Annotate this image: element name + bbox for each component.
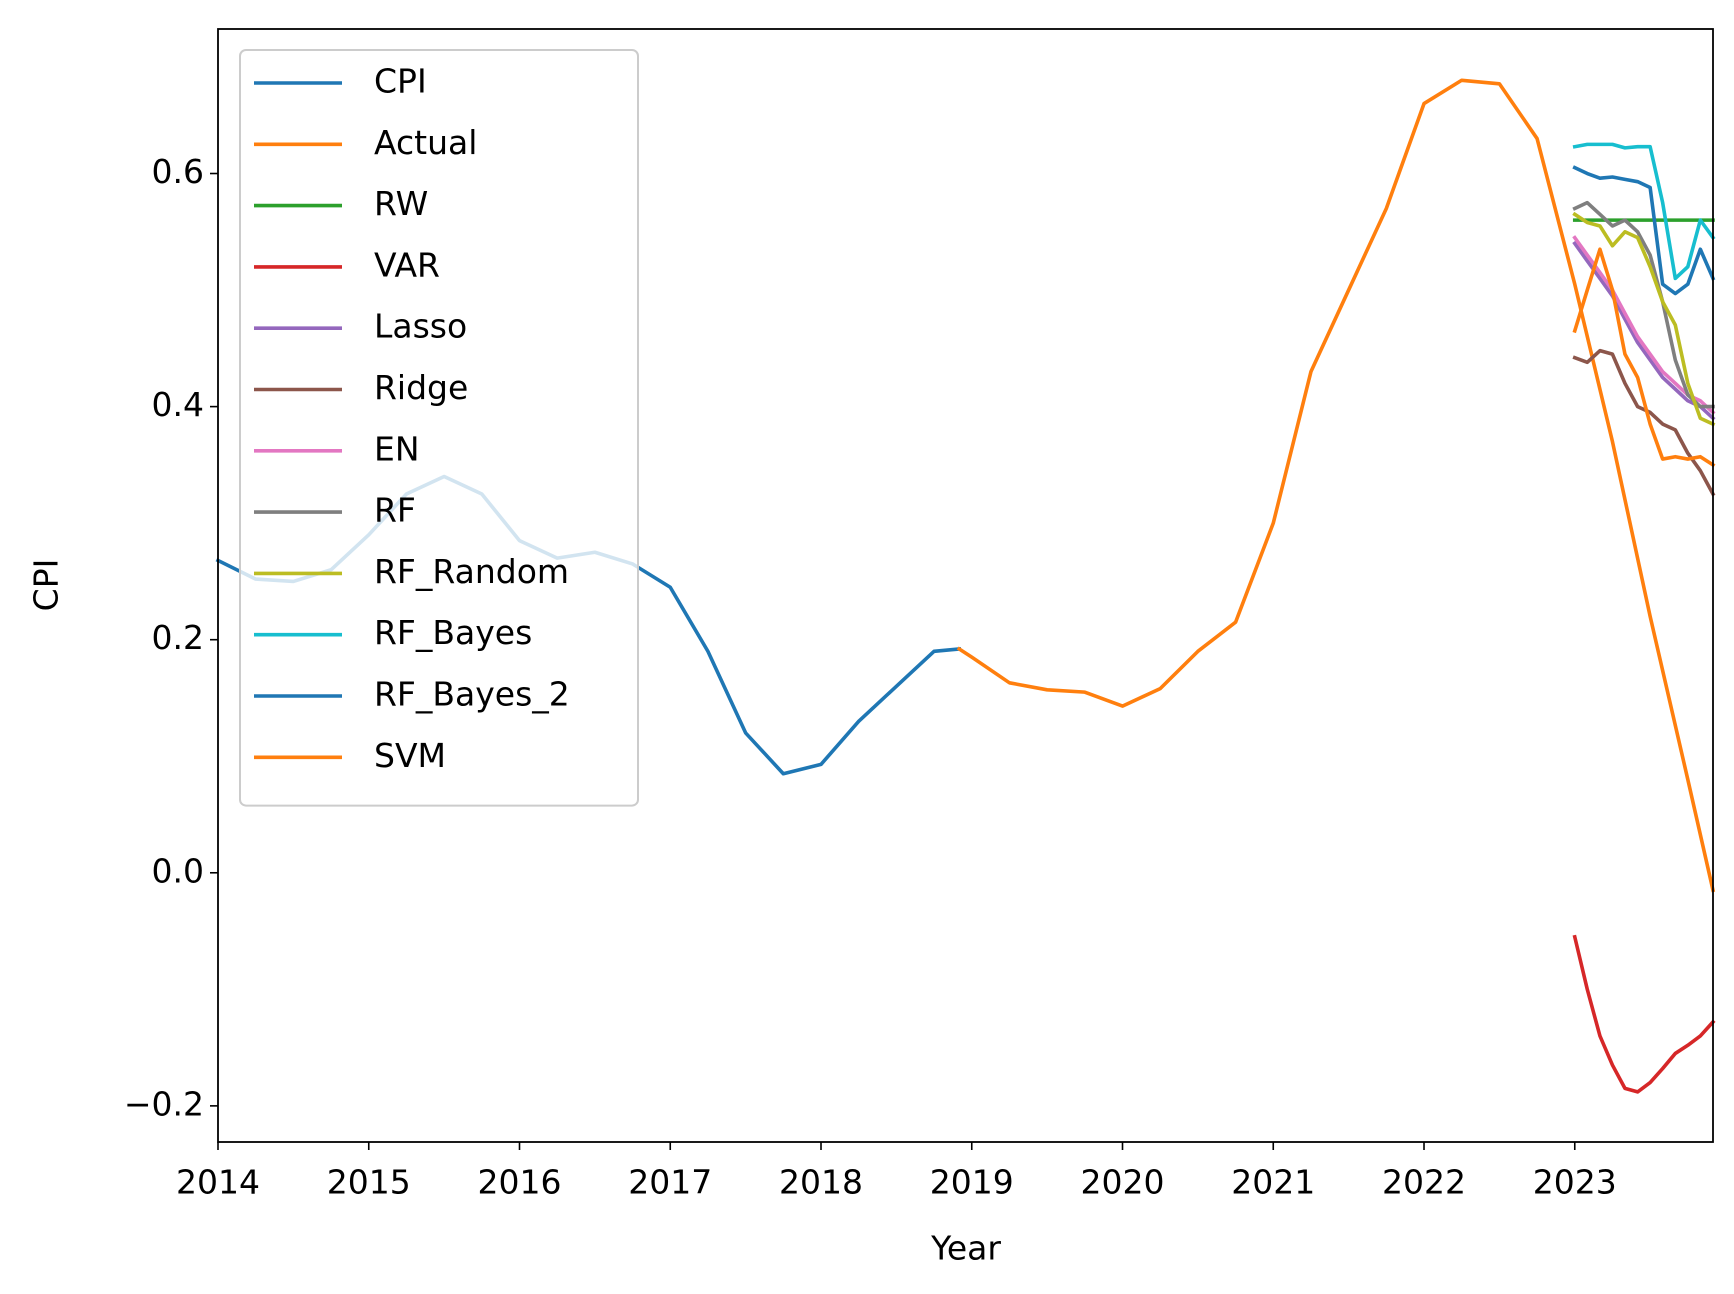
series-line <box>1572 348 1716 497</box>
legend-label: RW <box>374 184 428 223</box>
legend-label: Lasso <box>374 307 467 346</box>
x-tick-label: 2015 <box>327 1163 411 1202</box>
x-tick-label: 2021 <box>1231 1163 1315 1202</box>
legend-label: RF_Bayes_2 <box>374 675 570 714</box>
series-line <box>1572 247 1716 468</box>
legend-label: RF_Random <box>374 552 569 591</box>
y-tick-label: 0.6 <box>152 152 204 191</box>
x-tick-label: 2023 <box>1533 1163 1617 1202</box>
series-line <box>1572 200 1715 409</box>
legend-label: VAR <box>374 245 440 284</box>
y-tick-label: −0.2 <box>124 1084 204 1123</box>
y-tick-label: 0.4 <box>152 385 204 424</box>
x-tick-label: 2017 <box>628 1163 712 1202</box>
legend-label: EN <box>374 429 420 468</box>
series-line <box>1572 240 1716 421</box>
x-tick-label: 2016 <box>478 1163 562 1202</box>
x-tick-label: 2018 <box>779 1163 863 1202</box>
legend-label: RF_Bayes <box>374 613 532 652</box>
y-tick-label: 0.0 <box>152 851 204 890</box>
x-tick-label: 2022 <box>1382 1163 1466 1202</box>
series-line <box>1572 211 1716 427</box>
legend-label: RF <box>374 491 416 530</box>
legend-label: Actual <box>374 123 477 162</box>
series-line <box>1572 142 1716 281</box>
series-line <box>1572 934 1716 1094</box>
x-tick-label: 2014 <box>176 1163 260 1202</box>
y-tick-label: 0.2 <box>152 618 204 657</box>
legend-label: SVM <box>374 736 446 775</box>
plot-frame <box>217 28 1714 1143</box>
legend-label: CPI <box>374 62 427 101</box>
series-line <box>956 78 1716 893</box>
x-tick-label: 2019 <box>930 1163 1014 1202</box>
x-axis-label: Year <box>930 1229 1001 1268</box>
y-axis-label: CPI <box>27 559 66 612</box>
legend-box <box>239 49 639 807</box>
x-tick-label: 2020 <box>1081 1163 1165 1202</box>
series-line <box>1572 165 1716 296</box>
legend-label: Ridge <box>374 368 468 407</box>
